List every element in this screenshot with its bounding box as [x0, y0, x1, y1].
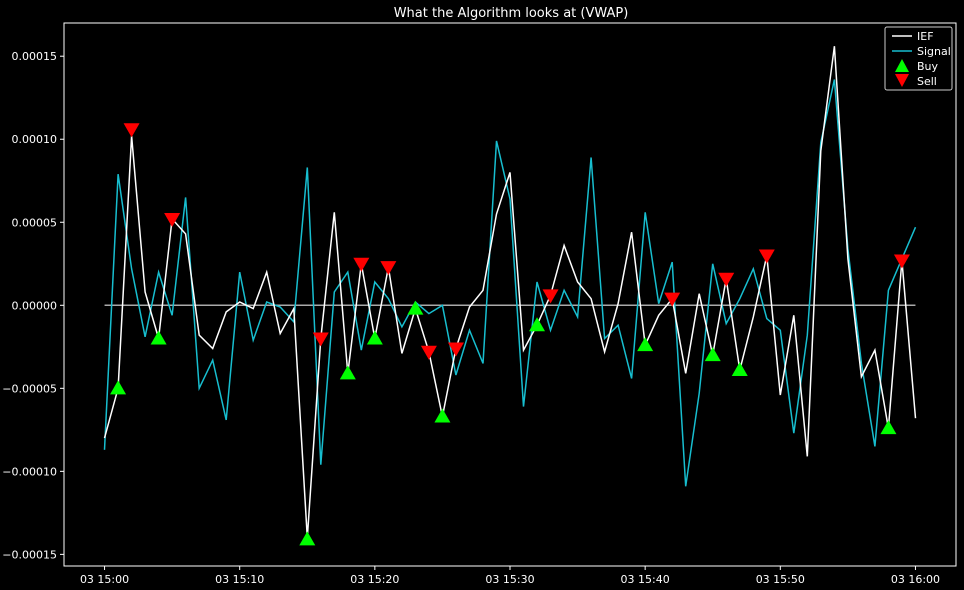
buy-marker — [704, 347, 721, 362]
series-line-signal — [103, 79, 917, 487]
series-line-ief — [103, 46, 917, 538]
x-tick-label: 03 15:20 — [350, 573, 399, 586]
sell-marker — [447, 342, 464, 357]
buy-marker — [366, 330, 383, 345]
legend-label-buy: Buy — [917, 60, 939, 73]
sell-marker — [312, 332, 329, 347]
sell-marker — [718, 272, 735, 287]
buy-marker — [731, 362, 748, 377]
sell-marker — [664, 292, 681, 307]
x-tick-label: 03 15:30 — [485, 573, 534, 586]
legend-swatch-buy — [895, 59, 909, 72]
legend-label-sell: Sell — [917, 75, 937, 88]
sell-marker — [123, 123, 140, 138]
y-tick-label: 0.00015 — [12, 50, 58, 63]
legend: IEF Signal Buy Sell — [884, 26, 953, 91]
buy-marker — [150, 330, 167, 345]
legend-label-signal: Signal — [917, 45, 951, 58]
y-tick-label: −0.00015 — [2, 548, 57, 561]
buy-marker — [339, 365, 356, 380]
sell-markers — [123, 123, 910, 360]
chart-title: What the Algorithm looks at (VWAP) — [394, 6, 629, 21]
y-tick-label: 0.00005 — [12, 216, 58, 229]
y-tick-label: −0.00005 — [2, 382, 57, 395]
sell-marker — [893, 254, 910, 269]
buy-marker — [434, 408, 451, 423]
y-tick-label: 0.00000 — [12, 299, 58, 312]
buy-marker — [110, 380, 127, 395]
sell-marker — [542, 289, 559, 304]
buy-marker — [637, 337, 654, 352]
buy-marker — [529, 317, 546, 332]
buy-markers — [110, 300, 897, 546]
sell-marker — [164, 212, 181, 227]
legend-swatch-sell — [895, 74, 909, 87]
x-tick-label: 03 15:40 — [621, 573, 670, 586]
sell-marker — [353, 257, 370, 272]
sell-marker — [758, 249, 775, 264]
y-tick-label: −0.00010 — [2, 465, 57, 478]
x-axis: 03 15:00 03 15:10 03 15:20 03 15:30 03 15:40… — [80, 566, 940, 586]
buy-marker — [407, 300, 424, 315]
sell-marker — [420, 345, 437, 360]
y-tick-label: 0.00010 — [12, 133, 58, 146]
x-tick-label: 03 15:10 — [215, 573, 264, 586]
x-tick-label: 03 16:00 — [891, 573, 940, 586]
buy-marker — [299, 531, 316, 546]
y-axis: −0.00015 −0.00010 −0.00005 0.00000 0.00005 0.… — [2, 50, 64, 561]
x-tick-label: 03 15:50 — [756, 573, 805, 586]
sell-marker — [380, 261, 397, 276]
buy-marker — [880, 420, 897, 435]
legend-label-ief: IEF — [917, 30, 934, 43]
x-tick-label: 03 15:00 — [80, 573, 129, 586]
